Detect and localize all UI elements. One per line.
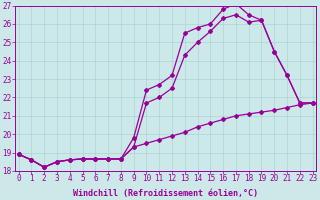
X-axis label: Windchill (Refroidissement éolien,°C): Windchill (Refroidissement éolien,°C)	[73, 189, 258, 198]
